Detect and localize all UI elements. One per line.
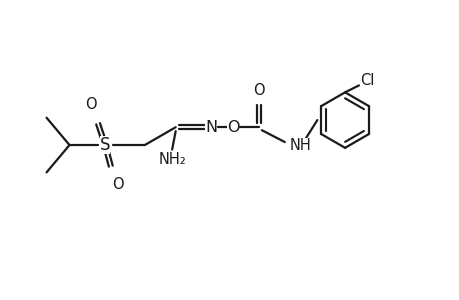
Text: Cl: Cl: [359, 73, 373, 88]
Text: S: S: [100, 136, 110, 154]
Text: O: O: [252, 83, 264, 98]
Text: N: N: [205, 120, 217, 135]
Text: O: O: [226, 120, 239, 135]
Text: O: O: [112, 177, 123, 192]
Text: NH: NH: [289, 137, 311, 152]
Text: NH₂: NH₂: [158, 152, 185, 167]
Text: O: O: [85, 97, 97, 112]
